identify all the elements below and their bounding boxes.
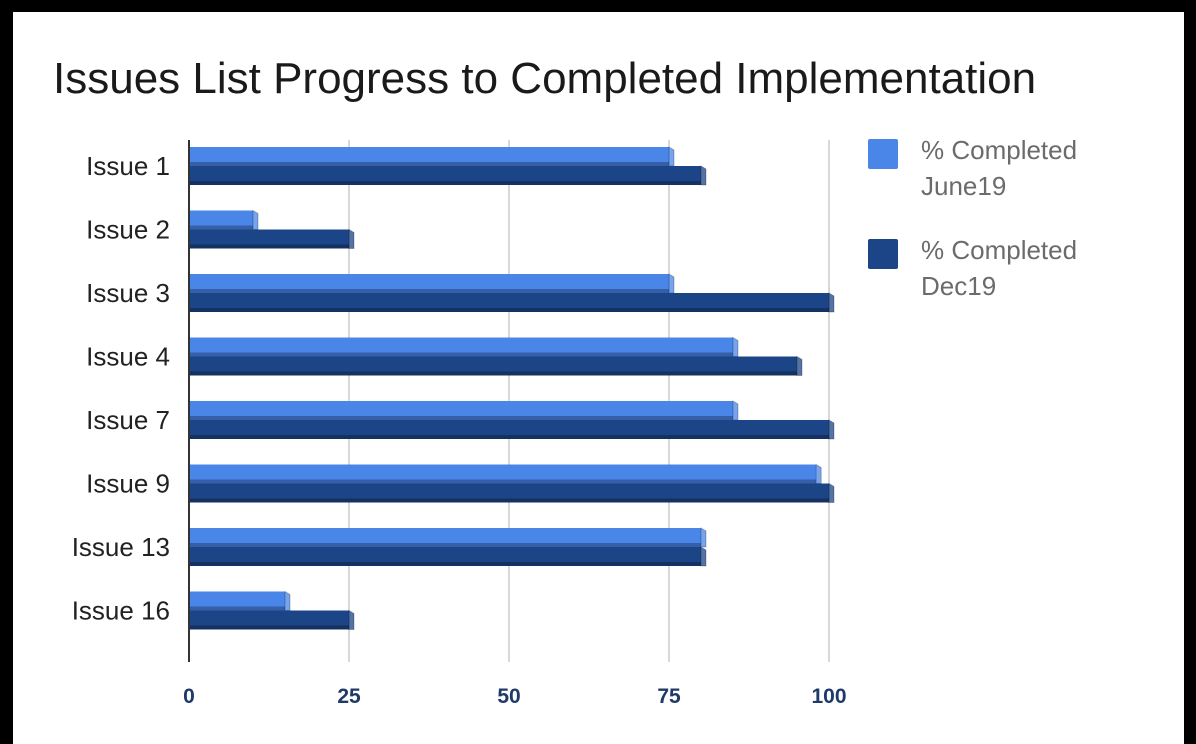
bar-cap [828,482,835,503]
bar-issue-4-series-1 [189,336,739,357]
bar-cap [348,228,355,249]
bar-face [189,229,349,249]
bar-issue-3-series-1 [189,273,675,294]
bar-cap [348,609,355,630]
category-label-issue-7: Issue 7 [86,405,170,435]
bar-face [189,210,253,230]
bar-issue-13-series-1 [189,527,707,548]
category-label-issue-16: Issue 16 [72,596,170,626]
category-label-issue-1: Issue 1 [86,151,170,181]
chart-title: Issues List Progress to Completed Implem… [53,54,1037,103]
legend-label-dec19-line2: Dec19 [921,271,997,301]
category-labels: Issue 1 Issue 2 Issue 3 Issue 4 Issue 7 Issue… [72,151,170,626]
bar-face [189,547,701,566]
bar-cap [252,209,259,230]
legend-label-june19-line2: June19 [921,171,1007,201]
bar-face [189,337,733,357]
legend-label-dec19-line1: % Completed [921,235,1078,265]
bar-issue-7-series-1 [189,400,739,421]
bar-shadow [189,435,829,439]
bar-shadow [189,606,285,611]
legend-item-june19: % Completed June19 [868,132,1108,232]
bar-cap [828,419,835,440]
chart-frame: Issues List Progress to Completed Implem… [13,12,1184,744]
bar-issue-2-series-2 [189,228,355,249]
bar-shadow [189,289,669,293]
bar-shadow [189,308,829,312]
bar-face [189,420,829,439]
bar-chart: Issue 1 Issue 2 Issue 3 Issue 4 Issue 7 Issue… [72,140,847,708]
x-tick-label-100: 100 [811,685,846,708]
legend: % Completed June19 % Completed Dec19 [868,132,1108,332]
bar-shadow [189,181,701,185]
bar-cap [668,146,675,167]
bar-face [189,166,701,185]
bar-shadow [189,416,733,420]
bar-issue-9-series-1 [189,463,822,484]
category-label-issue-2: Issue 2 [86,215,170,245]
bar-face [189,464,817,484]
bar-issue-7-series-2 [189,419,835,440]
bar-face [189,293,829,312]
bars [188,140,835,662]
bar-face [189,591,285,611]
legend-swatch-june19 [868,139,898,169]
bar-issue-16-series-1 [189,590,291,611]
bar-issue-4-series-2 [189,355,803,376]
bar-issue-1-series-2 [189,165,707,186]
bar-issue-2-series-1 [189,209,259,230]
bar-face [189,401,733,420]
x-tick-label-50: 50 [497,685,520,708]
bar-issue-1-series-1 [189,146,675,167]
legend-swatch-dec19 [868,239,898,269]
bar-face [189,483,829,503]
bar-cap [732,400,739,421]
legend-item-dec19: % Completed Dec19 [868,232,1108,332]
bar-cap [700,165,707,186]
bar-cap [700,546,707,567]
x-tick-label-75: 75 [657,685,681,708]
bar-issue-16-series-2 [189,609,355,630]
bar-shadow [189,562,701,566]
legend-label-june19-line1: % Completed [921,135,1078,165]
bar-cap [668,273,675,294]
bar-shadow [189,352,733,357]
bar-cap [828,292,835,313]
bar-face [189,528,701,547]
bar-issue-3-series-2 [189,292,835,313]
bar-face [189,274,669,293]
bar-cap [284,590,291,611]
bar-shadow [189,225,253,230]
x-tick-label-25: 25 [337,685,361,708]
bar-shadow [189,479,817,484]
legend-label-june19: % Completed June19 [921,132,1101,204]
bar-shadow [189,498,829,503]
bar-shadow [189,371,797,376]
bar-cap [700,527,707,548]
bar-cap [796,355,803,376]
category-label-issue-13: Issue 13 [72,532,170,562]
bar-face [189,147,669,166]
bar-shadow [189,244,349,249]
bar-shadow [189,625,349,630]
bar-shadow [189,162,669,166]
legend-label-dec19: % Completed Dec19 [921,232,1101,304]
bar-issue-9-series-2 [189,482,835,503]
bar-cap [815,463,822,484]
category-label-issue-4: Issue 4 [86,342,170,372]
bar-face [189,356,797,376]
x-tick-label-0: 0 [183,685,195,708]
category-label-issue-9: Issue 9 [86,469,170,499]
bar-issue-13-series-2 [189,546,707,567]
x-axis-ticks: 0 25 50 75 100 [183,685,846,708]
category-label-issue-3: Issue 3 [86,278,170,308]
bar-face [189,610,349,630]
bar-shadow [189,543,701,547]
bar-cap [732,336,739,357]
